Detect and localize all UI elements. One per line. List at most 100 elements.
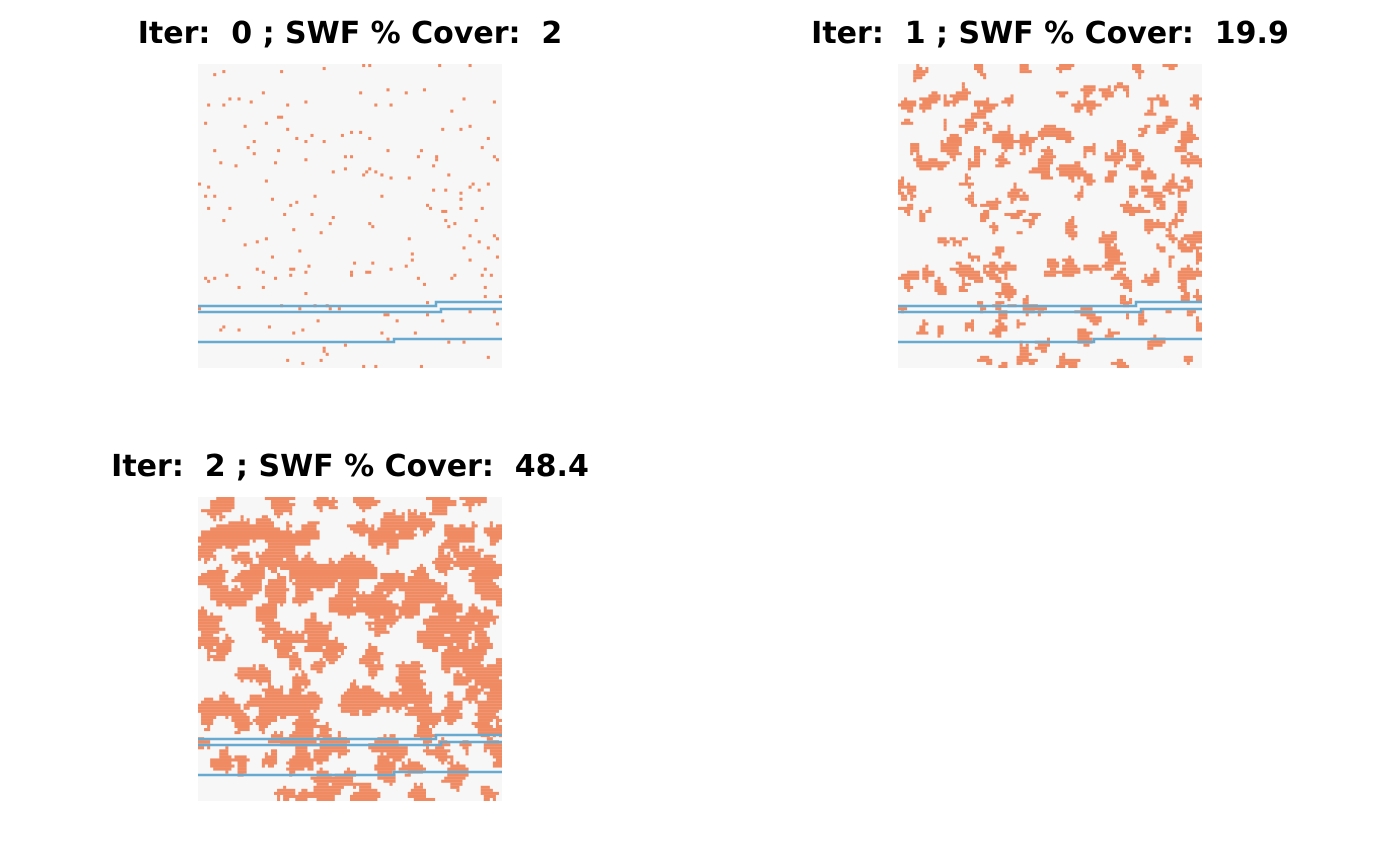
cover-cell: [907, 109, 914, 113]
cover-cell: [492, 797, 496, 801]
cover-cell: [1077, 337, 1093, 341]
cover-cell: [386, 709, 390, 713]
cover-cell: [907, 270, 920, 274]
cover-cell: [904, 279, 911, 283]
cover-cell: [483, 691, 502, 695]
cover-cell: [1126, 200, 1130, 204]
cover-cell: [1116, 364, 1130, 368]
cover-cell: [1116, 146, 1126, 150]
cover-cell: [1153, 197, 1163, 201]
cover-cell: [270, 503, 296, 507]
cover-cell: [1007, 124, 1011, 128]
cover-cell: [1110, 152, 1120, 156]
cover-cell: [1101, 91, 1114, 95]
cover-cell: [401, 685, 423, 689]
cover-cell: [1104, 176, 1114, 180]
cover-cell: [1153, 203, 1157, 207]
cover-cell: [459, 197, 463, 201]
cover-cell: [483, 606, 487, 610]
cover-cell: [468, 506, 472, 510]
cover-cell: [1186, 152, 1193, 156]
cover-cell: [280, 603, 284, 607]
cover-cell: [1016, 361, 1023, 365]
cover-cell: [1156, 243, 1160, 247]
cover-cell: [477, 709, 499, 713]
cover-cell: [970, 319, 974, 323]
cover-cell: [328, 506, 338, 510]
cover-cell: [1031, 167, 1050, 171]
cover-cell: [444, 188, 448, 192]
cover-cell: [1122, 285, 1133, 289]
cover-cell: [298, 307, 302, 311]
cover-cell: [1001, 146, 1014, 150]
cover-cell: [483, 797, 490, 801]
cover-cell: [198, 539, 250, 543]
cover-cell: [1129, 167, 1139, 171]
cover-cell: [1192, 94, 1199, 98]
cover-cell: [295, 630, 299, 634]
cover-cell: [1077, 176, 1081, 180]
cover-cell: [398, 588, 448, 592]
cover-cell: [383, 515, 405, 519]
cover-cell: [1180, 133, 1196, 137]
cover-cell: [1189, 155, 1199, 159]
cover-cell: [919, 167, 932, 171]
cover-cell: [264, 539, 311, 543]
cover-cell: [392, 706, 402, 710]
cover-cell: [234, 164, 238, 168]
cover-cell: [441, 737, 445, 741]
cover-cell: [325, 658, 338, 662]
cover-cell: [995, 292, 1017, 296]
cover-cell: [353, 791, 381, 795]
cover-cell: [1104, 152, 1108, 156]
cover-cell: [198, 627, 226, 631]
cover-cell: [365, 270, 372, 274]
cover-cell: [407, 512, 417, 516]
cover-cell: [904, 118, 911, 122]
cover-cell: [398, 612, 420, 616]
cover-cell: [201, 573, 226, 577]
stream-line: [198, 307, 502, 314]
cover-cell: [307, 521, 320, 525]
cover-cell: [395, 676, 420, 680]
cover-cell: [219, 515, 226, 519]
cover-cell: [1019, 143, 1032, 147]
cover-cell: [398, 767, 426, 771]
cover-cell: [1107, 173, 1117, 177]
cover-cell: [489, 524, 493, 528]
cover-cell: [240, 582, 262, 586]
cover-cell: [249, 100, 253, 104]
cover-cell: [468, 606, 478, 610]
cover-cell: [1195, 316, 1199, 320]
cover-cell: [477, 642, 493, 646]
cover-cell: [998, 130, 1011, 134]
cover-cell: [967, 167, 971, 171]
cover-cell: [277, 149, 281, 153]
cover-cell: [365, 612, 396, 616]
cover-cell: [1104, 179, 1114, 183]
cover-cell: [198, 536, 320, 540]
cover-cell: [1132, 64, 1142, 68]
cover-cell: [264, 585, 287, 589]
cover-cell: [1037, 133, 1072, 137]
cover-cell: [243, 243, 247, 247]
cover-cell: [313, 500, 338, 504]
cover-cell: [1062, 258, 1075, 262]
cover-cell: [967, 158, 971, 162]
cover-cell: [410, 661, 420, 665]
cover-cell: [1083, 343, 1090, 347]
cover-cell: [1022, 219, 1035, 223]
cover-cell: [283, 630, 293, 634]
cover-cell: [1016, 231, 1023, 235]
cover-cell: [1116, 140, 1123, 144]
cover-cell: [213, 73, 217, 77]
cover-cell: [432, 606, 463, 610]
cover-cell: [495, 255, 499, 259]
cover-cell: [453, 222, 457, 226]
cover-cell: [280, 731, 284, 735]
cover-cell: [1019, 197, 1029, 201]
cover-cell: [1174, 149, 1187, 153]
cover-cell: [198, 706, 241, 710]
cover-cell: [1104, 155, 1126, 159]
cover-cell: [492, 621, 496, 625]
